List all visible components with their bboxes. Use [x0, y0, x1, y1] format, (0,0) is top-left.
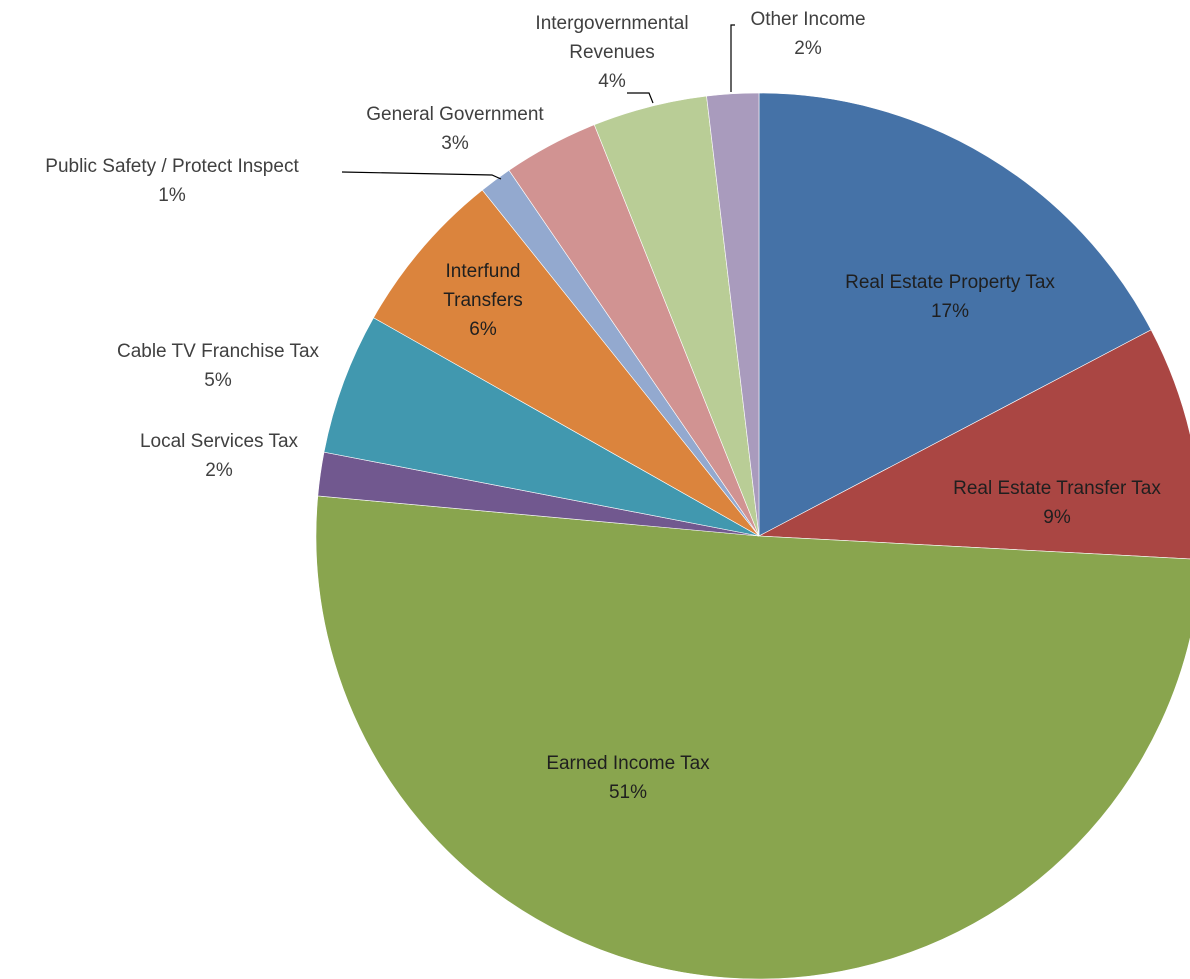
- slice-name: Revenues: [569, 42, 655, 63]
- slice-labels: Real Estate Property Tax 17% Real Estate T…: [45, 9, 1161, 803]
- slice-label-other-income: Other Income 2%: [750, 9, 865, 59]
- slice-name: Intergovernmental: [535, 13, 688, 34]
- slice-percent: 2%: [205, 460, 233, 481]
- slice-percent: 6%: [469, 319, 497, 340]
- slice-percent: 5%: [204, 370, 232, 391]
- leader-line-other-income: [730, 24, 735, 92]
- pie-slice-real-estate-property-tax: [758, 92, 1152, 537]
- slice-percent: 17%: [931, 301, 969, 322]
- slice-name: Local Services Tax: [140, 431, 299, 452]
- slice-label-intergovernmental-revenues: Intergovernmental Revenues 4%: [535, 13, 688, 92]
- slice-percent: 2%: [794, 38, 822, 59]
- pie-slices: [315, 92, 1190, 979]
- slice-percent: 3%: [441, 133, 469, 154]
- slice-label-real-estate-property-tax: Real Estate Property Tax 17%: [845, 272, 1055, 322]
- leader-line-public-safety-protect-inspect: [341, 171, 502, 180]
- pie-slice-real-estate-transfer-tax: [757, 329, 1190, 560]
- slice-name: Transfers: [443, 290, 523, 311]
- pie-slice-interfund-transfers: [373, 189, 760, 537]
- slice-name: Interfund: [446, 261, 521, 282]
- pie-slice-cable-tv-franchise-tax: [323, 317, 760, 537]
- slice-name: Real Estate Transfer Tax: [953, 478, 1161, 499]
- slice-label-interfund-transfers: Interfund Transfers 6%: [443, 261, 523, 340]
- slice-percent: 51%: [609, 782, 647, 803]
- slice-label-cable-tv-franchise-tax: Cable TV Franchise Tax 5%: [117, 341, 320, 391]
- slice-name: General Government: [366, 104, 544, 125]
- slice-percent: 4%: [598, 71, 626, 92]
- slice-label-general-government: General Government 3%: [366, 104, 544, 154]
- slice-name: Cable TV Franchise Tax: [117, 341, 320, 362]
- pie-slice-other-income: [706, 92, 760, 537]
- slice-name: Real Estate Property Tax: [845, 272, 1055, 293]
- leader-lines: [341, 24, 735, 180]
- slice-label-earned-income-tax: Earned Income Tax 51%: [546, 753, 710, 803]
- leader-line-intergovernmental-revenues: [627, 92, 654, 104]
- slice-percent: 1%: [158, 185, 186, 206]
- slice-name: Public Safety / Protect Inspect: [45, 156, 299, 177]
- slice-name: Earned Income Tax: [546, 753, 710, 774]
- slice-name: Other Income: [750, 9, 865, 30]
- pie-slice-earned-income-tax: [315, 495, 1190, 979]
- slice-label-real-estate-transfer-tax: Real Estate Transfer Tax 9%: [953, 478, 1161, 528]
- slice-percent: 9%: [1043, 507, 1071, 528]
- slice-label-local-services-tax: Local Services Tax 2%: [140, 431, 299, 481]
- slice-label-public-safety-protect-inspect: Public Safety / Protect Inspect 1%: [45, 156, 299, 206]
